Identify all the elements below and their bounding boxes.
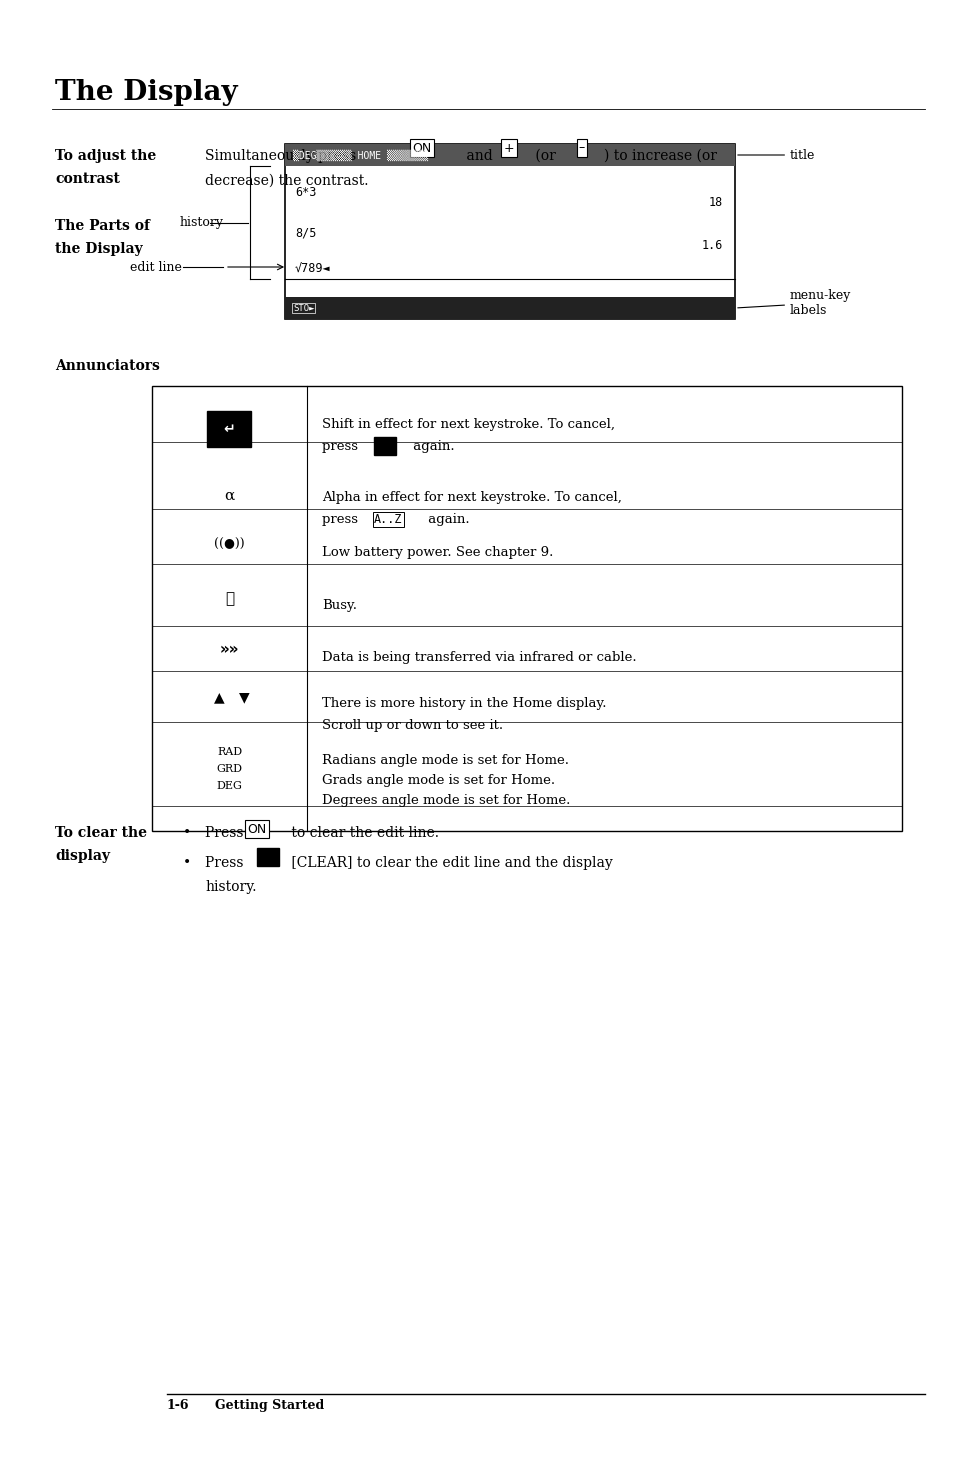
Text: STO►: STO► bbox=[293, 303, 314, 312]
Text: 18: 18 bbox=[708, 196, 722, 209]
Text: edit line: edit line bbox=[130, 261, 182, 274]
Text: ON: ON bbox=[247, 823, 266, 836]
Text: Degrees angle mode is set for Home.: Degrees angle mode is set for Home. bbox=[322, 793, 570, 807]
Text: The Parts of: The Parts of bbox=[55, 220, 150, 233]
Text: Getting Started: Getting Started bbox=[214, 1400, 324, 1411]
Text: again.: again. bbox=[423, 512, 469, 526]
Text: 1.6: 1.6 bbox=[700, 239, 722, 252]
Text: The Display: The Display bbox=[55, 79, 237, 105]
Text: 8/5: 8/5 bbox=[294, 225, 316, 239]
Text: α: α bbox=[224, 489, 234, 504]
Text: Press: Press bbox=[205, 856, 248, 870]
Text: ON: ON bbox=[412, 142, 431, 155]
Text: the Display: the Display bbox=[55, 242, 143, 256]
Bar bbox=[208, 411, 252, 447]
Text: •: • bbox=[183, 826, 191, 840]
Text: history: history bbox=[180, 217, 224, 228]
Text: To clear the: To clear the bbox=[55, 826, 147, 840]
Text: To adjust the: To adjust the bbox=[55, 149, 156, 163]
Text: Press: Press bbox=[205, 826, 248, 840]
Text: ⌛: ⌛ bbox=[225, 591, 233, 606]
Text: Radians angle mode is set for Home.: Radians angle mode is set for Home. bbox=[322, 754, 568, 767]
Text: There is more history in the Home display.: There is more history in the Home displa… bbox=[322, 697, 606, 710]
Text: ((●)): ((●)) bbox=[214, 537, 245, 550]
Text: to clear the edit line.: to clear the edit line. bbox=[287, 826, 438, 840]
Text: –: – bbox=[578, 142, 584, 155]
Text: menu-key
labels: menu-key labels bbox=[737, 288, 850, 318]
Text: A..Z: A..Z bbox=[374, 512, 402, 526]
Bar bbox=[285, 297, 734, 319]
Text: •: • bbox=[183, 856, 191, 870]
Bar bbox=[285, 143, 734, 165]
Text: Low battery power. See chapter 9.: Low battery power. See chapter 9. bbox=[322, 546, 553, 559]
Text: contrast: contrast bbox=[55, 171, 120, 186]
Text: Data is being transferred via infrared or cable.: Data is being transferred via infrared o… bbox=[322, 651, 636, 665]
Text: Scroll up or down to see it.: Scroll up or down to see it. bbox=[322, 719, 502, 732]
Text: GRD: GRD bbox=[216, 764, 242, 774]
Text: 6*3: 6*3 bbox=[294, 186, 316, 199]
Text: DEG: DEG bbox=[216, 780, 242, 791]
Text: [CLEAR] to clear the edit line and the display: [CLEAR] to clear the edit line and the d… bbox=[287, 856, 612, 870]
Text: »»: »» bbox=[219, 643, 239, 657]
Text: decrease) the contrast.: decrease) the contrast. bbox=[205, 174, 368, 187]
Bar bbox=[285, 143, 734, 319]
Text: press: press bbox=[322, 441, 362, 452]
Text: Busy.: Busy. bbox=[322, 599, 356, 612]
Text: (or: (or bbox=[531, 149, 556, 163]
Bar bbox=[152, 386, 901, 832]
Text: Annunciators: Annunciators bbox=[55, 359, 160, 373]
Text: title: title bbox=[737, 148, 815, 161]
Text: √789◄: √789◄ bbox=[294, 264, 331, 277]
Text: and: and bbox=[461, 149, 497, 163]
Text: Shift in effect for next keystroke. To cancel,: Shift in effect for next keystroke. To c… bbox=[322, 419, 615, 430]
Text: Alpha in effect for next keystroke. To cancel,: Alpha in effect for next keystroke. To c… bbox=[322, 490, 621, 504]
Text: ▼: ▼ bbox=[239, 690, 250, 704]
Text: Simultaneously press: Simultaneously press bbox=[205, 149, 360, 163]
Text: RAD: RAD bbox=[216, 747, 242, 757]
Text: again.: again. bbox=[409, 441, 455, 452]
Bar bbox=[256, 848, 278, 867]
Text: Grads angle mode is set for Home.: Grads angle mode is set for Home. bbox=[322, 774, 555, 788]
Text: 1-6: 1-6 bbox=[167, 1400, 190, 1411]
Text: +: + bbox=[503, 142, 514, 155]
Text: ▲: ▲ bbox=[214, 690, 225, 704]
Text: ↵: ↵ bbox=[223, 422, 235, 436]
Text: ▒DEG▒▒▒▒▒▒ HOME ▒▒▒▒▒▒▒: ▒DEG▒▒▒▒▒▒ HOME ▒▒▒▒▒▒▒ bbox=[293, 149, 428, 161]
Text: history.: history. bbox=[205, 880, 256, 895]
Text: display: display bbox=[55, 849, 110, 862]
Text: ) to increase (or: ) to increase (or bbox=[603, 149, 717, 163]
Bar bbox=[374, 436, 395, 455]
Text: press: press bbox=[322, 512, 362, 526]
